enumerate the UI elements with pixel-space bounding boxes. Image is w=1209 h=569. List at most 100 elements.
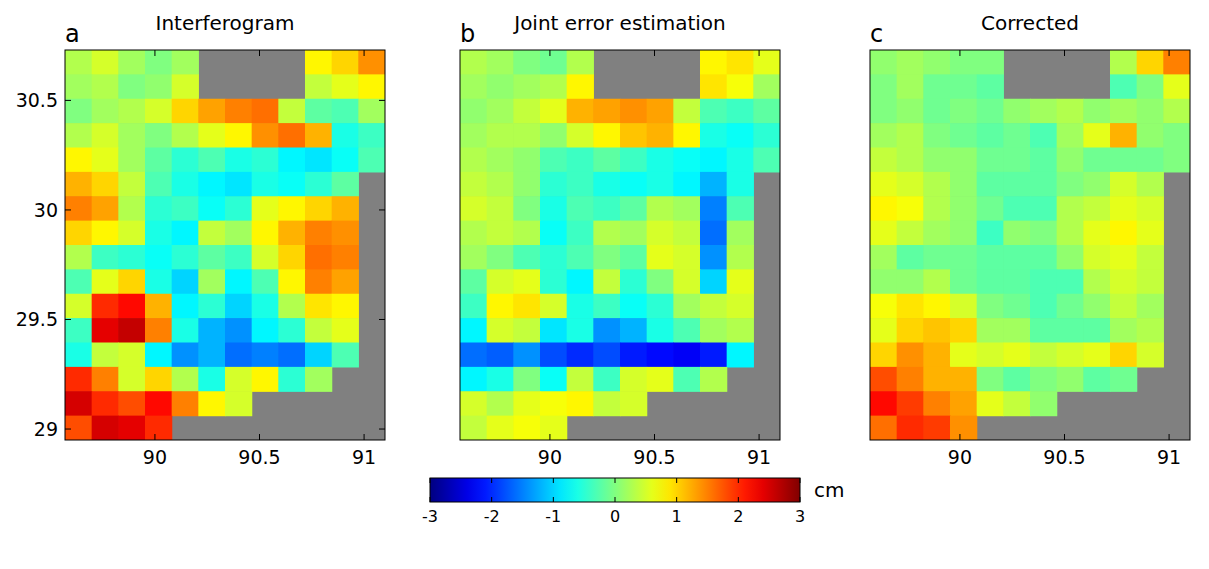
panel: 9090.591Correctedc	[870, 11, 1191, 468]
cell	[92, 391, 119, 416]
cell	[923, 74, 950, 99]
cell	[620, 269, 647, 294]
no-data-background	[65, 50, 385, 440]
cell	[1083, 318, 1110, 343]
cell	[198, 269, 225, 294]
cell	[593, 99, 620, 124]
cell	[332, 221, 359, 246]
cell	[1003, 99, 1030, 124]
no-data-background	[870, 50, 1190, 440]
cell	[1110, 245, 1137, 270]
x-tick	[959, 434, 960, 440]
cell	[460, 343, 487, 368]
cell	[647, 123, 674, 148]
cell	[145, 99, 172, 124]
cell	[118, 221, 145, 246]
cell	[1057, 245, 1084, 270]
cell	[118, 343, 145, 368]
cell	[487, 123, 514, 148]
cell	[278, 123, 305, 148]
panel-title: Joint error estimation	[512, 11, 726, 35]
cell	[305, 148, 332, 173]
cell	[673, 196, 700, 221]
cell	[753, 148, 780, 173]
cell	[593, 367, 620, 392]
cell	[567, 245, 594, 270]
cell	[950, 123, 977, 148]
cell	[118, 318, 145, 343]
cell	[65, 294, 92, 319]
cell	[65, 245, 92, 270]
frame	[460, 50, 780, 440]
cell	[487, 269, 514, 294]
cell	[92, 172, 119, 197]
cell	[198, 148, 225, 173]
cell	[1110, 99, 1137, 124]
cell	[700, 172, 727, 197]
cell	[923, 416, 950, 440]
cell	[513, 148, 540, 173]
cell	[305, 269, 332, 294]
x-tick-label: 91	[747, 446, 771, 468]
cell	[1003, 245, 1030, 270]
cell	[487, 318, 514, 343]
cell	[225, 196, 252, 221]
cell	[897, 343, 924, 368]
cell	[923, 50, 950, 75]
colorbar-tick	[676, 478, 677, 483]
cell	[278, 318, 305, 343]
cell	[897, 123, 924, 148]
cell	[647, 148, 674, 173]
cell	[870, 269, 897, 294]
cell	[977, 123, 1004, 148]
cell	[727, 221, 754, 246]
cell	[198, 318, 225, 343]
cell	[487, 294, 514, 319]
cell	[950, 367, 977, 392]
cell	[647, 196, 674, 221]
cell	[593, 245, 620, 270]
cell	[513, 245, 540, 270]
cell	[92, 50, 119, 75]
cell	[1137, 148, 1164, 173]
cell	[977, 99, 1004, 124]
cell	[225, 343, 252, 368]
cell	[727, 318, 754, 343]
y-tick	[379, 429, 385, 430]
cell	[460, 269, 487, 294]
cell	[172, 269, 199, 294]
cell	[252, 196, 279, 221]
cell	[1003, 318, 1030, 343]
cell	[513, 172, 540, 197]
panel-title: Corrected	[981, 11, 1079, 35]
cell	[252, 172, 279, 197]
cell	[593, 148, 620, 173]
cell	[65, 172, 92, 197]
no-data-background	[460, 50, 780, 440]
cell	[278, 269, 305, 294]
cell	[1083, 367, 1110, 392]
cell	[513, 74, 540, 99]
cell	[1137, 245, 1164, 270]
cell	[700, 294, 727, 319]
x-tick	[1064, 50, 1065, 56]
x-tick-label: 90.5	[1043, 446, 1085, 468]
cell	[1003, 269, 1030, 294]
cell	[1110, 269, 1137, 294]
cell	[225, 294, 252, 319]
cell	[700, 74, 727, 99]
cell	[460, 172, 487, 197]
cell	[700, 343, 727, 368]
cell	[897, 50, 924, 75]
cell	[727, 99, 754, 124]
cell	[923, 196, 950, 221]
cell	[620, 221, 647, 246]
cell	[567, 269, 594, 294]
cell	[567, 123, 594, 148]
cell	[950, 269, 977, 294]
cell	[567, 294, 594, 319]
cell	[172, 148, 199, 173]
cell	[923, 99, 950, 124]
cell	[65, 99, 92, 124]
colorbar-tick-label: 2	[733, 507, 743, 526]
